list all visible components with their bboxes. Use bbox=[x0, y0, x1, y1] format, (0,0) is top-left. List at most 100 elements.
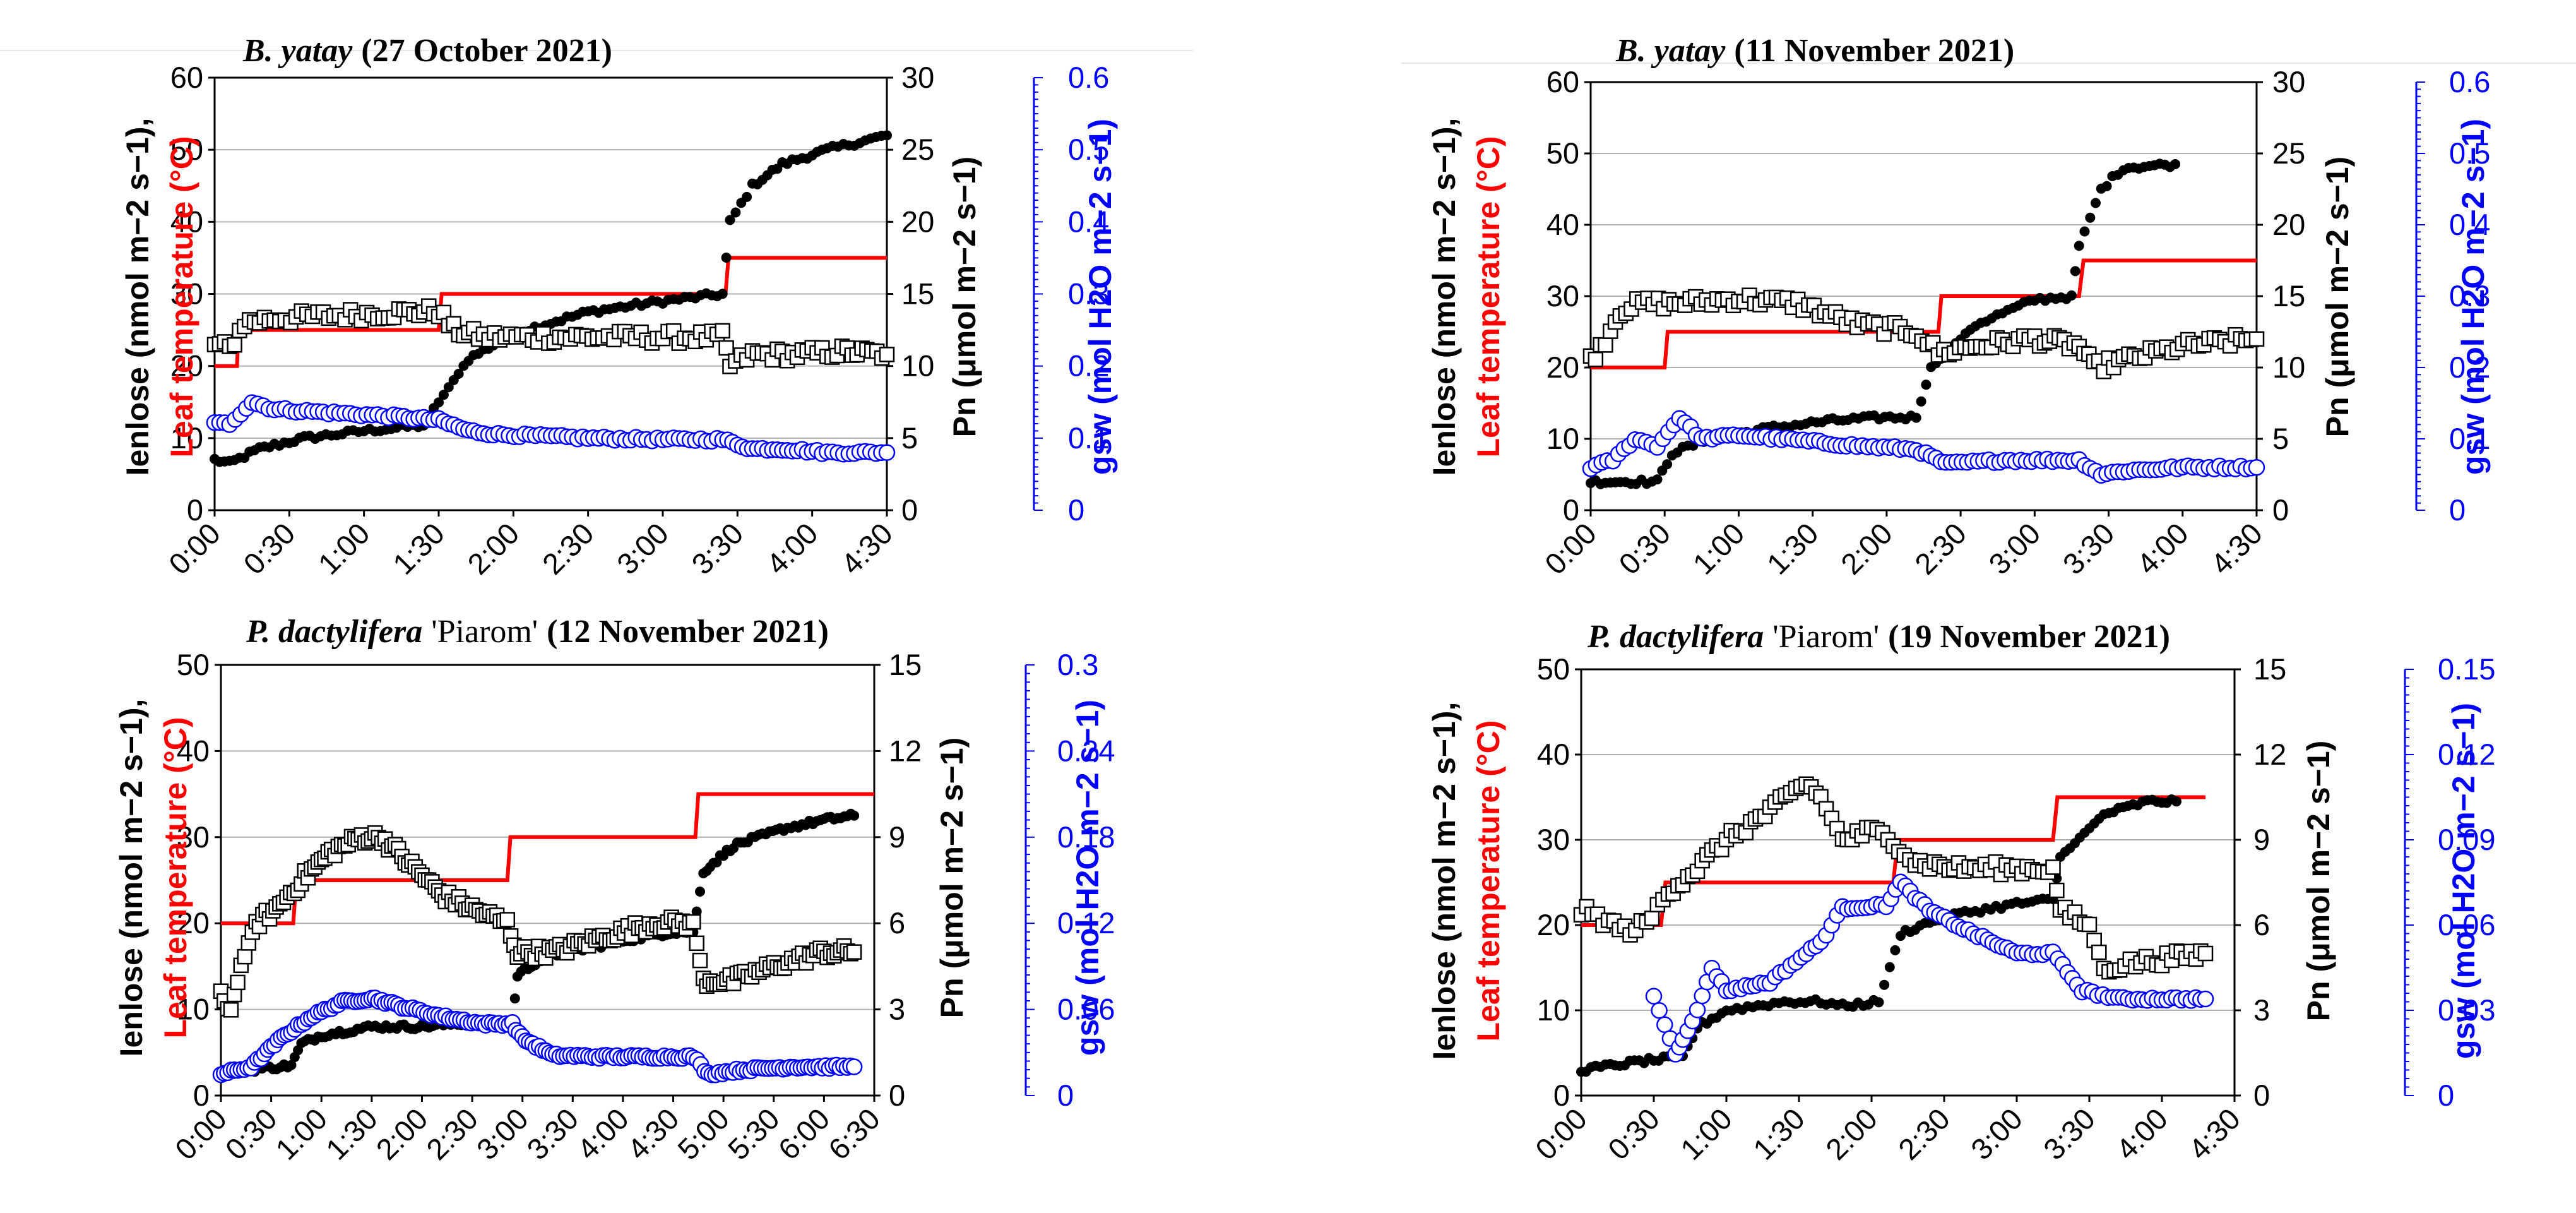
gsw-point bbox=[1689, 1001, 1706, 1019]
title-species: B. yatay bbox=[1615, 33, 1726, 69]
pn-axis-label: Pn (μmol m−2 s−1) bbox=[2301, 741, 2336, 1022]
y3-tick-label: 0.09 bbox=[2438, 823, 2495, 856]
y3-tick-label: 0.6 bbox=[2449, 65, 2490, 99]
title-species: P. dactylifera bbox=[1587, 619, 1764, 655]
y2-tick-label: 30 bbox=[901, 61, 934, 94]
gsw-point bbox=[845, 1058, 863, 1075]
y3-tick-label: 0.4 bbox=[1068, 205, 1109, 238]
title-date: (11 November 2021) bbox=[1734, 33, 2014, 69]
gsw-point bbox=[2248, 458, 2265, 476]
y2-tick-label: 9 bbox=[2253, 823, 2270, 856]
y1-tick-label: 0 bbox=[193, 1079, 210, 1112]
y1-tick-label: 0 bbox=[1563, 493, 1579, 527]
pn-point bbox=[1598, 337, 1613, 353]
ienlose-point bbox=[286, 1060, 297, 1070]
ienlose-point bbox=[2170, 158, 2181, 169]
chart-panel-4: 0 10 20 30 40 50 0 3 6 9 12 15 0 0.03 0.06 0.09 0.12 0.15… bbox=[1427, 619, 2495, 1166]
pn-axis-label: Pn (μmol m−2 s−1) bbox=[2320, 157, 2355, 438]
y3-tick-label: 0.18 bbox=[1057, 820, 1115, 854]
pn-point bbox=[2045, 859, 2061, 875]
ienlose-point bbox=[1921, 379, 1932, 390]
y1-tick-label: 0 bbox=[187, 493, 203, 527]
ienlose-point bbox=[2070, 266, 2080, 277]
leaf-temperature-axis-label: Leaf temperature (°C) bbox=[164, 136, 199, 458]
ienlose-point bbox=[725, 215, 735, 225]
pn-point bbox=[230, 974, 246, 991]
y1-tick-label: 60 bbox=[1546, 65, 1579, 99]
y3-tick-label: 0.5 bbox=[2449, 136, 2490, 170]
y2-tick-label: 6 bbox=[2253, 908, 2270, 941]
ienlose-point bbox=[721, 253, 732, 263]
title-species: B. yatay bbox=[242, 33, 353, 69]
ienlose-point bbox=[1884, 962, 1895, 972]
pn-point bbox=[2248, 331, 2265, 347]
ienlose-point bbox=[717, 289, 728, 299]
y2-tick-label: 15 bbox=[901, 277, 934, 311]
y2-tick-label: 30 bbox=[2272, 65, 2305, 99]
plot-area bbox=[220, 664, 875, 1097]
y1-axis-label: Ienlose (nmol m−2 s−1), bbox=[1427, 118, 1462, 476]
ienlose-point bbox=[1662, 459, 1673, 470]
y1-tick-label: 0 bbox=[1553, 1079, 1570, 1112]
chart-title: P. dactylifera 'Piarom' (19 November 2021) bbox=[1587, 619, 2170, 655]
pn-point bbox=[846, 944, 862, 960]
y1-axis-label: Ienlose (nmol m−2 s−1), bbox=[120, 118, 155, 476]
ienlose-point bbox=[1916, 396, 1926, 407]
y1-tick-label: 10 bbox=[177, 993, 210, 1026]
gsw-point bbox=[1645, 988, 1663, 1005]
y3-tick-label: 0.5 bbox=[1068, 133, 1109, 166]
pn-point bbox=[689, 935, 704, 952]
ienlose-point bbox=[730, 207, 741, 218]
ienlose-point bbox=[1652, 474, 1663, 485]
y1-tick-label: 40 bbox=[170, 205, 203, 238]
ienlose-point bbox=[1879, 979, 1890, 990]
gsw-point bbox=[2197, 990, 2214, 1008]
ienlose-point bbox=[443, 382, 454, 393]
ienlose-point bbox=[2091, 198, 2101, 208]
y2-tick-label: 3 bbox=[889, 993, 905, 1026]
y3-tick-label: 0.06 bbox=[2438, 908, 2495, 941]
y2-tick-label: 6 bbox=[889, 906, 905, 940]
ienlose-point bbox=[2066, 290, 2077, 301]
pn-point bbox=[1588, 351, 1604, 367]
pn-point bbox=[1644, 911, 1660, 926]
ienlose-point bbox=[509, 993, 520, 1004]
ienlose-point bbox=[695, 887, 705, 897]
gsw-axis-label: gsw (mol H2O m−2 s−1) bbox=[2455, 119, 2491, 475]
gsw-axis-label: gsw (mol H2O m−2 s−1) bbox=[2446, 703, 2481, 1059]
ienlose-point bbox=[2079, 226, 2090, 237]
gsw-point bbox=[1656, 1016, 1673, 1034]
ienlose-point bbox=[2171, 796, 2181, 807]
y1-tick-label: 30 bbox=[170, 277, 203, 311]
ienlose-point bbox=[742, 191, 752, 202]
y3-tick-label: 0.3 bbox=[1068, 277, 1109, 311]
ienlose-point bbox=[453, 369, 464, 379]
y1-tick-label: 40 bbox=[1537, 738, 1570, 771]
y2-tick-label: 12 bbox=[2253, 738, 2286, 771]
y1-tick-label: 10 bbox=[1537, 993, 1570, 1027]
ienlose-point bbox=[849, 810, 860, 821]
y1-tick-label: 20 bbox=[1546, 350, 1579, 384]
chart-title: B. yatay (11 November 2021) bbox=[1615, 33, 2014, 69]
y3-tick-label: 0 bbox=[1057, 1079, 1074, 1112]
y2-tick-label: 15 bbox=[2272, 279, 2305, 313]
y1-tick-label: 50 bbox=[177, 648, 210, 681]
y3-tick-label: 0.2 bbox=[2449, 350, 2490, 384]
gsw-axis-label: gsw (mol H2O m−2 s−1) bbox=[1070, 700, 1105, 1056]
y1-axis-label: Ienlose (nmol m−2 s−1), bbox=[1427, 702, 1462, 1060]
gsw-point bbox=[1694, 987, 1711, 1005]
pn-point bbox=[879, 347, 895, 362]
y2-tick-label: 10 bbox=[2272, 350, 2305, 384]
y3-tick-label: 0.2 bbox=[1068, 349, 1109, 383]
pn-point bbox=[223, 1002, 239, 1018]
pn-point bbox=[2197, 945, 2214, 962]
y2-tick-label: 12 bbox=[889, 734, 922, 767]
y3-tick-label: 0 bbox=[2438, 1079, 2454, 1112]
ienlose-point bbox=[438, 390, 449, 400]
pn-point bbox=[237, 948, 253, 965]
y2-tick-label: 0 bbox=[2253, 1079, 2270, 1112]
y3-tick-label: 0.1 bbox=[2449, 422, 2490, 455]
pn-point bbox=[2049, 882, 2065, 899]
y3-tick-label: 0 bbox=[2449, 493, 2466, 527]
